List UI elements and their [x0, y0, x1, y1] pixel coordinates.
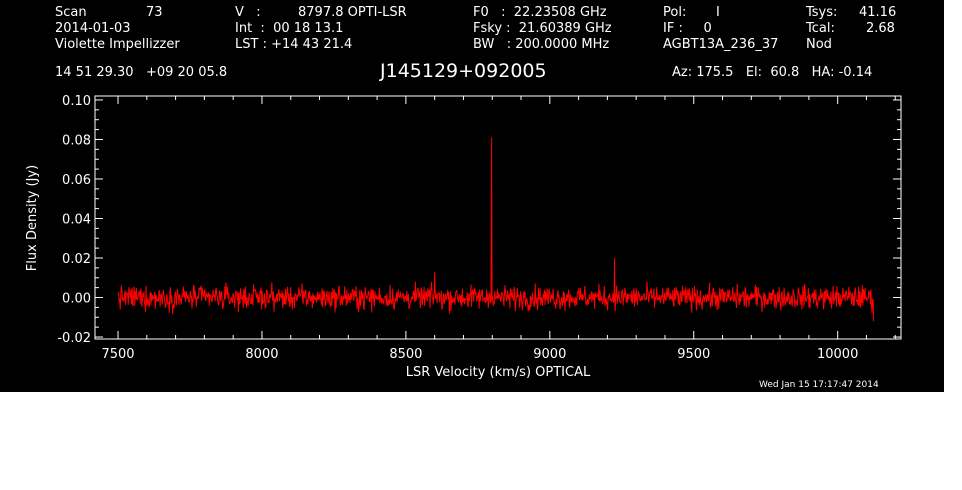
- project-id: AGBT13A_236_37: [663, 37, 779, 52]
- y-axis-label: Flux Density (Jy): [25, 165, 40, 271]
- x-axis-label: LSR Velocity (km/s) OPTICAL: [406, 365, 591, 380]
- rest-frequency: F0 : 22.23508 GHz: [473, 5, 607, 20]
- y-tick-label: 0.02: [62, 252, 91, 267]
- x-tick-label: 9500: [677, 347, 710, 362]
- x-tick-label: 8500: [389, 347, 422, 362]
- x-tick-label: 7500: [101, 347, 134, 362]
- source-coordinates: 14 51 29.30 +09 20 05.8: [55, 65, 228, 80]
- x-tick-label: 10000: [817, 347, 858, 362]
- velocity-value: 8797.8 OPTI-LSR: [298, 5, 407, 20]
- observing-mode: Nod: [806, 37, 832, 52]
- polarization-value: I: [716, 5, 720, 20]
- pointing-info: Az: 175.5 El: 60.8 HA: -0.14: [672, 65, 873, 80]
- x-tick-label: 9000: [533, 347, 566, 362]
- plot-frame: [94, 95, 902, 340]
- axis-ticks: 7500 8000 8500 9000 9500 10000 -0.02 0.00 0.02 0.…: [57, 94, 901, 362]
- sky-frequency: Fsky : 21.60389 GHz: [473, 21, 612, 36]
- x-tick-label: 8000: [245, 347, 278, 362]
- velocity-label: V :: [235, 5, 261, 20]
- spectrum-chart: 7500 8000 8500 9000 9500 10000 -0.02 0.00 0.02 0.…: [25, 94, 902, 380]
- y-tick-label: -0.02: [57, 331, 91, 346]
- y-tick-label: 0.00: [62, 292, 91, 307]
- y-tick-label: 0.08: [62, 133, 91, 148]
- scan-label: Scan: [55, 5, 87, 20]
- tcal-value: 2.68: [866, 21, 895, 36]
- spectrum-line: [117, 137, 875, 322]
- plot-timestamp: Wed Jan 15 17:17:47 2014: [759, 380, 879, 390]
- spectrum-trace-layer: [117, 137, 875, 322]
- y-tick-label: 0.06: [62, 173, 91, 188]
- observation-date: 2014-01-03: [55, 21, 131, 36]
- y-tick-label: 0.10: [62, 94, 91, 109]
- polarization-label: Pol:: [663, 5, 687, 20]
- scan-number: 73: [146, 5, 163, 20]
- plot-window: Scan 73 2014-01-03 Violette Impellizzer …: [0, 0, 944, 392]
- tsys-label: Tsys:: [806, 5, 838, 20]
- if-number: IF : 0: [663, 21, 712, 36]
- bandwidth: BW : 200.0000 MHz: [473, 37, 610, 52]
- y-tick-label: 0.04: [62, 212, 91, 227]
- tsys-value: 41.16: [859, 5, 897, 20]
- integration-time: Int : 00 18 13.1: [235, 21, 344, 36]
- observer-name: Violette Impellizzer: [55, 37, 180, 52]
- chart-title: J145129+092005: [380, 60, 547, 82]
- tcal-label: Tcal:: [806, 21, 835, 36]
- lst: LST : +14 43 21.4: [235, 37, 353, 52]
